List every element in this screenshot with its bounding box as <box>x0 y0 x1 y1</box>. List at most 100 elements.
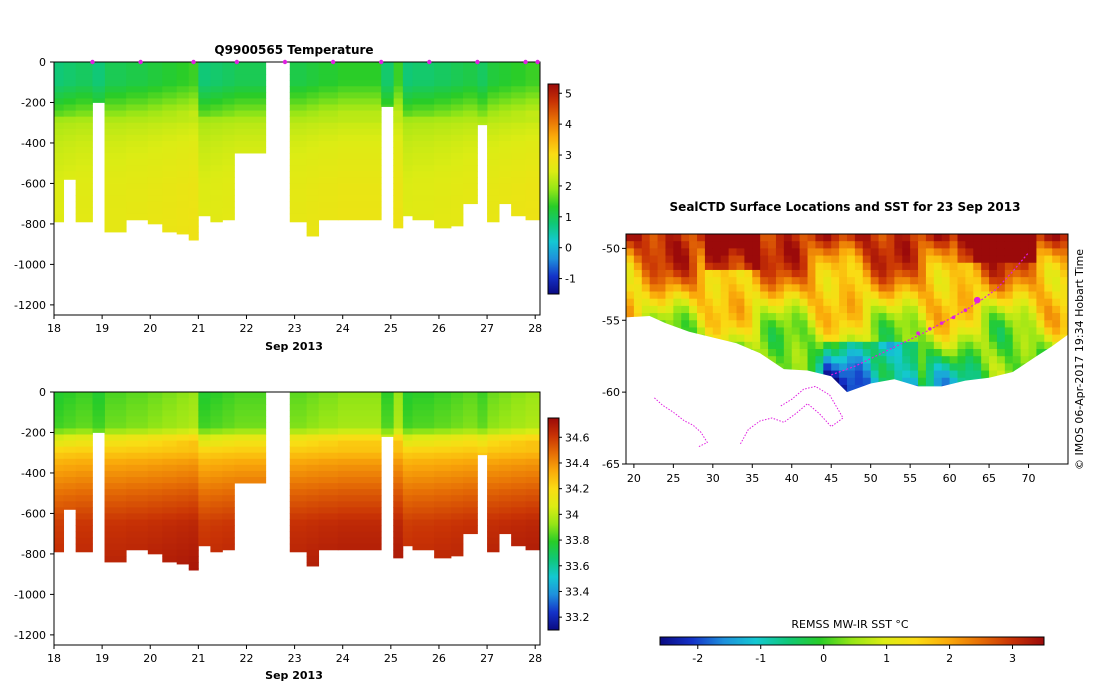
profile-cell <box>126 543 149 551</box>
sst-cell <box>720 298 730 307</box>
profile-cell <box>289 74 308 81</box>
sst-cell <box>1060 277 1068 285</box>
profile-cell <box>477 116 488 124</box>
profile-cell <box>487 428 500 435</box>
sst-cell <box>965 320 974 328</box>
sst-cell <box>681 262 690 271</box>
profile-cell <box>188 86 199 93</box>
profile-cell <box>222 477 235 484</box>
profile-cell <box>434 189 452 196</box>
sst-cell <box>925 320 935 328</box>
sst-cell <box>1036 234 1045 242</box>
profile-cell <box>147 531 163 539</box>
profile-cell <box>463 519 478 526</box>
sst-cell <box>736 277 745 285</box>
sst-cell <box>941 377 951 386</box>
sst-cell <box>1044 334 1053 343</box>
profile-cell <box>75 392 93 399</box>
profile-cell <box>337 543 382 551</box>
sst-cell <box>775 334 785 343</box>
profile-cell <box>511 68 526 75</box>
profile-cell <box>75 86 93 93</box>
sst-cell <box>807 277 816 285</box>
profile-cell <box>222 207 235 215</box>
profile-cell <box>487 62 500 69</box>
profile-cell <box>104 183 127 190</box>
sst-cell <box>973 349 982 357</box>
sst-cell <box>965 262 974 271</box>
profile-cell <box>210 458 223 466</box>
profile-cell <box>289 165 308 172</box>
sst-cell <box>996 255 1006 264</box>
profile-cell <box>306 404 320 411</box>
profile-cell <box>289 98 308 105</box>
profile-cell <box>511 458 526 466</box>
map-x-ticks: 20 25 30 35 40 45 50 55 60 65 70 <box>627 464 1036 485</box>
profile-cell <box>450 86 464 93</box>
profile-cell <box>450 140 464 148</box>
sst-cell <box>831 298 840 307</box>
sst-cell <box>783 327 793 336</box>
profile-cell <box>75 507 93 514</box>
sst-cell <box>941 298 951 307</box>
profile-cell <box>306 225 320 233</box>
profile-cell <box>198 171 211 178</box>
profile-cell <box>176 183 190 190</box>
profile-cell <box>54 92 65 99</box>
profile-cell <box>393 513 404 520</box>
profile-cell <box>412 519 435 526</box>
sst-cell <box>783 262 793 271</box>
sst-cell <box>981 298 990 307</box>
sst-cell <box>910 291 919 300</box>
sst-cell <box>957 284 966 292</box>
profile-cell <box>126 525 149 533</box>
profile-cell <box>402 537 413 545</box>
profile-cell <box>176 410 190 417</box>
profile-cell <box>511 207 526 215</box>
sst-cell <box>673 234 682 242</box>
profile-cell <box>92 416 105 423</box>
profile-cell <box>162 225 178 233</box>
sst-cell <box>626 298 635 307</box>
sst-cell <box>712 234 722 242</box>
profile-cell <box>147 416 163 423</box>
sst-cell <box>878 248 887 257</box>
salinity-colorbar <box>547 417 560 631</box>
profile-cell <box>337 531 382 539</box>
profile-cell <box>499 416 512 423</box>
profile-cell <box>54 483 65 490</box>
profile-cell <box>511 398 526 405</box>
profile-cell <box>318 410 339 417</box>
profile-cell <box>75 92 93 99</box>
profile-cell <box>525 513 541 520</box>
profile-cell <box>198 104 211 111</box>
profile-marker <box>191 59 196 65</box>
sst-cell <box>902 327 911 336</box>
sst-cell <box>799 241 809 249</box>
profile-cell <box>222 501 235 508</box>
profile-cell <box>188 537 199 545</box>
sst-cell <box>768 248 777 257</box>
profile-cell <box>176 428 190 435</box>
profile-cell <box>147 219 163 225</box>
profile-cell <box>198 122 211 130</box>
sst-cell <box>752 313 761 321</box>
profile-cell <box>222 92 235 99</box>
sst-cell <box>799 291 809 300</box>
profile-cell <box>162 110 178 118</box>
profile-cell <box>147 549 163 555</box>
sst-cell <box>1028 349 1037 357</box>
profile-cell <box>450 74 464 81</box>
sst-cell <box>1012 241 1022 249</box>
profile-cell <box>289 477 308 484</box>
sst-cell <box>862 284 872 292</box>
sst-cell <box>815 277 824 285</box>
x-tick-label: 20 <box>143 322 157 335</box>
sst-cell <box>689 284 698 292</box>
profile-cell <box>306 489 320 496</box>
sst-cell <box>752 291 761 300</box>
profile-cell <box>393 62 404 69</box>
sst-cell <box>720 327 730 336</box>
profile-cell <box>210 404 223 411</box>
sst-cell <box>973 334 982 343</box>
